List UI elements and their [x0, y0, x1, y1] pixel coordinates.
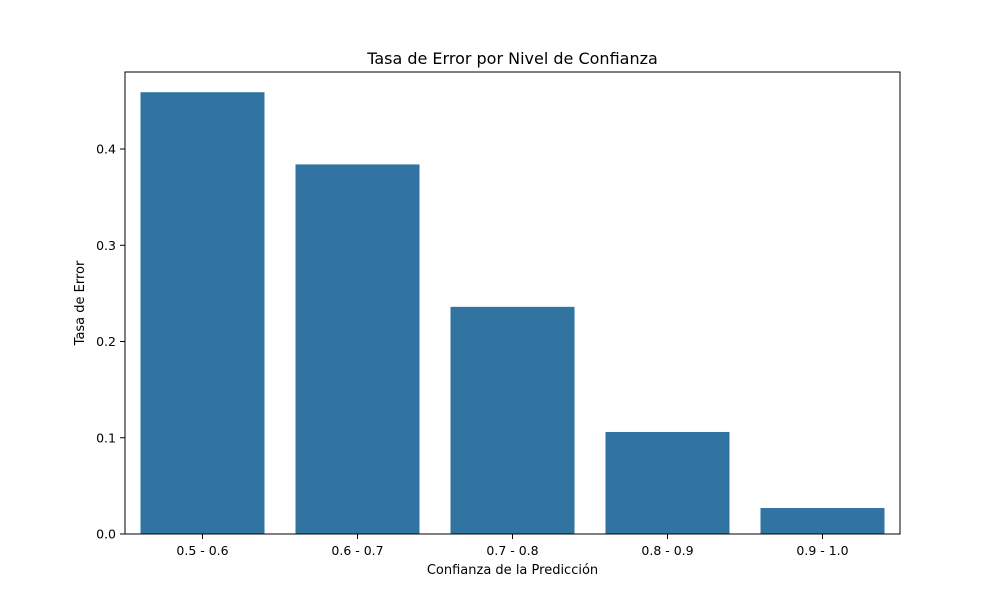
y-tick-label: 0.2: [96, 334, 116, 349]
x-tick-label: 0.7 - 0.8: [486, 543, 538, 558]
x-axis: 0.5 - 0.6 0.6 - 0.7 0.7 - 0.8 0.8 - 0.9 0.9 …: [176, 534, 849, 558]
bar: [140, 92, 265, 535]
y-tick-label: 0.3: [96, 238, 116, 253]
x-tick-label: 0.8 - 0.9: [641, 543, 693, 558]
x-tick-label: 0.6 - 0.7: [331, 543, 383, 558]
x-tick-label: 0.5 - 0.6: [176, 543, 228, 558]
y-tick-label: 0.4: [96, 142, 116, 157]
chart-title: Tasa de Error por Nivel de Confianza: [366, 49, 658, 68]
y-axis: 0.0 0.1 0.2 0.3 0.4: [96, 142, 125, 542]
bar: [450, 306, 575, 534]
y-tick-label: 0.1: [96, 430, 116, 445]
x-tick-label: 0.9 - 1.0: [796, 543, 848, 558]
bar: [605, 431, 730, 534]
bar: [295, 164, 420, 534]
bars-group: [140, 92, 885, 535]
y-tick-label: 0.0: [96, 527, 116, 542]
bar: [760, 508, 885, 534]
x-axis-label: Confianza de la Predicción: [427, 563, 598, 578]
y-axis-label: Tasa de Error: [73, 260, 88, 346]
